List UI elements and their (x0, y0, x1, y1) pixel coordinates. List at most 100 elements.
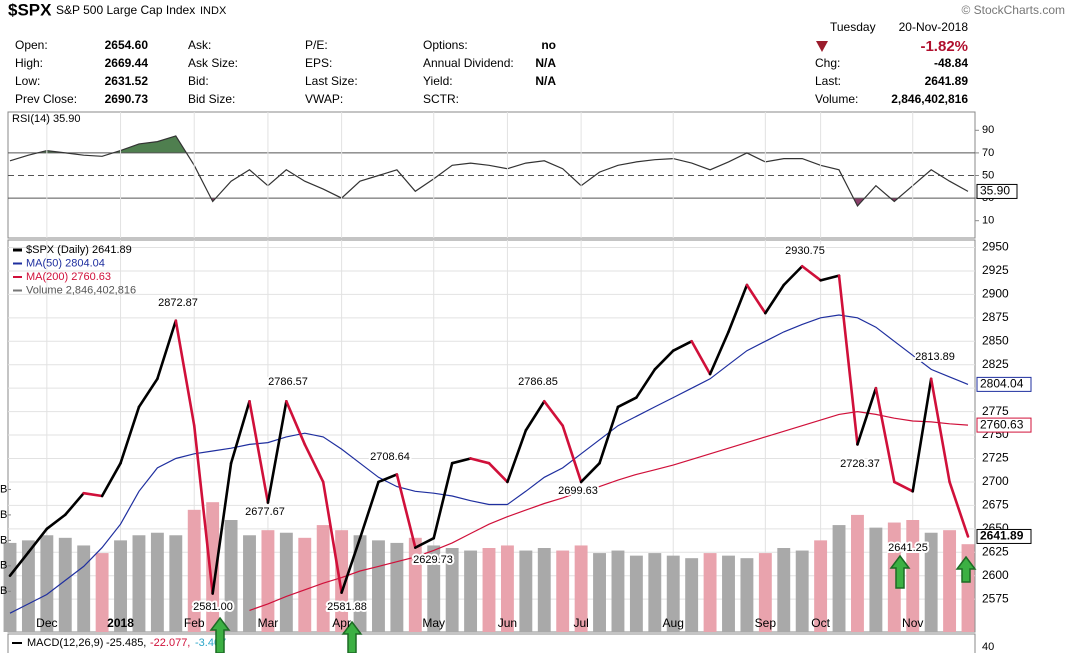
legend-swatch (13, 276, 22, 278)
macd-tick: 40 (982, 641, 994, 653)
price-segment (819, 274, 841, 282)
y-tick-label: 70 (982, 147, 994, 159)
volume-bar (390, 542, 404, 632)
price-segment (156, 319, 178, 381)
annotation: 2581.00 (193, 601, 233, 613)
volume-bar (832, 525, 846, 632)
volume-bar (777, 548, 791, 632)
x-tick-label: Aug (663, 616, 684, 630)
annotation: 2581.88 (327, 601, 367, 613)
x-tick-label: Feb (184, 616, 205, 630)
day: Tuesday (830, 20, 876, 34)
plots (3, 112, 975, 632)
volume-bar (814, 540, 828, 632)
index-name: S&P 500 Large Cap Index (56, 3, 195, 17)
volume-bar (335, 530, 349, 632)
price-segment (487, 461, 509, 484)
arrow (889, 554, 911, 589)
y-tick-label: 2700 (982, 474, 1009, 488)
last-value-label: 35.90 (980, 184, 1010, 198)
y-tick-label: 2950 (982, 240, 1009, 254)
volume-bar (169, 535, 183, 632)
price-segment (100, 461, 122, 498)
price-segment (598, 405, 620, 465)
annotation: 2699.63 (558, 485, 598, 497)
price-segment (414, 536, 436, 549)
volume-bar (685, 558, 699, 632)
volume-bar (924, 532, 938, 632)
y-tick-label: 2875 (982, 310, 1009, 324)
price-segment (782, 264, 804, 287)
rsi-zone-fill (10, 135, 968, 153)
price-segment (837, 274, 859, 446)
last-value-label: 2760.63 (980, 417, 1024, 431)
field-label: EPS: (305, 56, 332, 70)
last-value-label: 2804.04 (980, 377, 1024, 391)
price-segment (764, 283, 786, 315)
x-tick-label: Dec (36, 616, 57, 630)
summary-label: Chg: (815, 56, 840, 70)
y-tick-label: 2825 (982, 357, 1009, 371)
annotation: 2786.57 (268, 376, 308, 388)
volume-bar (279, 532, 293, 632)
price-segment (119, 405, 141, 465)
field-label: Last Size: (305, 74, 358, 88)
price-segment (358, 480, 380, 540)
quote-value: 2654.60 (105, 38, 149, 52)
volume-bar (372, 540, 385, 632)
x-tick-label: Mar (258, 616, 279, 630)
volume-bar (261, 530, 275, 632)
price-segment (561, 424, 583, 484)
x-tick-label: 2018 (107, 616, 134, 630)
volume-bar (906, 520, 920, 632)
last-value-label: 2641.89 (980, 529, 1024, 543)
field-label: VWAP: (305, 92, 343, 106)
price-segment (948, 480, 970, 538)
annotation: 2641.25 (888, 542, 928, 554)
price-segment (395, 473, 417, 549)
volume-bar (316, 525, 330, 632)
exchange: INDX (200, 5, 227, 17)
quote-value: 2669.44 (105, 56, 149, 70)
quote-label: Low: (15, 74, 40, 88)
summary-label: Last: (815, 74, 841, 88)
last-value-box (976, 417, 1032, 433)
arrows (209, 554, 977, 653)
volume-bar (132, 535, 146, 632)
y-tick-label: 90 (982, 124, 994, 136)
volume-bar (3, 542, 17, 632)
macd-panel (7, 633, 976, 653)
field-label: P/E: (305, 38, 328, 52)
price-segment (579, 461, 601, 484)
y-tick-label: 2775 (982, 404, 1009, 418)
volume-bar (187, 509, 201, 632)
x-tick-label: Apr (332, 616, 351, 630)
volume-tick-label: B (0, 585, 7, 597)
moving-average (249, 410, 969, 611)
y-tick-label: 2900 (982, 287, 1009, 301)
last-value-box (976, 376, 1032, 392)
price-segment (745, 283, 767, 315)
volume-bar (593, 553, 606, 632)
price-segment (469, 457, 491, 465)
volume-bar (408, 537, 422, 632)
price-segment (708, 330, 730, 376)
volume-bar (556, 550, 570, 632)
y-tick-label: 2575 (982, 591, 1009, 605)
volume-bar (500, 545, 514, 632)
price-segment (377, 473, 399, 484)
volume-tick-label: B (0, 560, 7, 572)
last-value-box (976, 528, 1032, 544)
y-tick-label: 2850 (982, 333, 1009, 347)
price-segment (856, 386, 878, 446)
y-tick-label: 2925 (982, 263, 1009, 277)
field-label: Ask: (188, 38, 211, 52)
last-value-box (976, 183, 1018, 199)
price-segment (929, 377, 951, 484)
field-label: Bid Size: (188, 92, 235, 106)
price-segment (893, 480, 915, 493)
price-segment (432, 461, 454, 540)
quote-value: 2631.52 (105, 74, 149, 88)
legend-swatch (13, 248, 22, 252)
field-label: Annual Dividend: (423, 56, 514, 70)
